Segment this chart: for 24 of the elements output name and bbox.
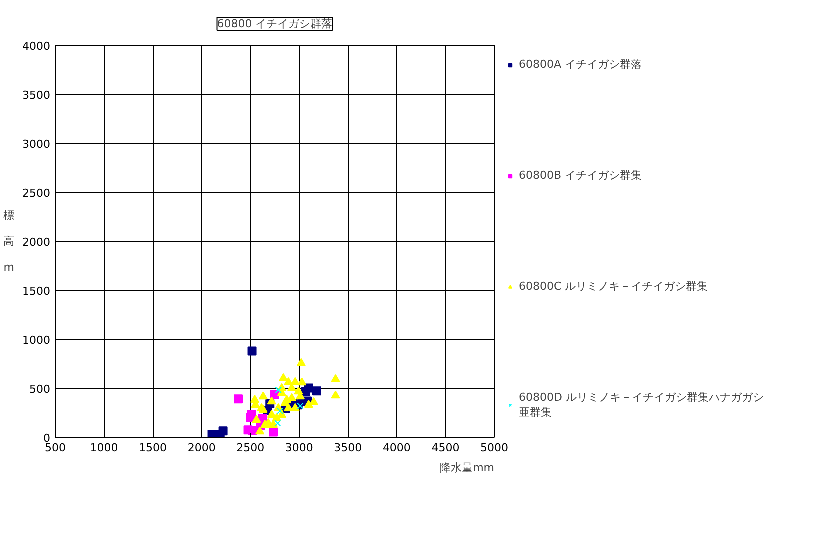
y-tick-label: 4000	[22, 40, 51, 53]
x-axis-title: 降水量mm	[440, 462, 495, 474]
legend-label: 60800B イチイガシ群集	[519, 168, 642, 183]
x-tick-label: 1500	[139, 442, 168, 454]
x-tick-label: 1000	[90, 442, 118, 454]
x-tick-label: 5000	[480, 442, 509, 454]
chart-title: 60800 イチイガシ群落	[217, 18, 333, 30]
y-tick-label: 3500	[22, 89, 51, 102]
x-tick-label: 4000	[382, 442, 411, 454]
x-tick-label: 4500	[432, 442, 460, 454]
y-tick-label: 1500	[22, 285, 51, 298]
legend-label: 60800C ルリミノキ－イチイガシ群集	[519, 279, 708, 294]
y-tick-label: 500	[30, 383, 51, 396]
y-tick-label: 2500	[22, 187, 51, 200]
x-tick-label: 2000	[188, 442, 216, 454]
legend-label: 60800D ルリミノキ－イチイガシ群集ハナガガシ亜群集	[519, 390, 764, 420]
x-tick-label: 3000	[285, 442, 314, 454]
y-axis-title: 標高m	[4, 209, 15, 274]
x-tick-label: 2500	[236, 442, 265, 454]
x-tick-label: 3500	[334, 442, 362, 454]
legend-label: 60800A イチイガシ群落	[519, 57, 642, 72]
y-tick-label: 1000	[22, 334, 51, 347]
y-tick-label: 2000	[22, 236, 51, 249]
y-tick-label: 3000	[22, 138, 51, 151]
